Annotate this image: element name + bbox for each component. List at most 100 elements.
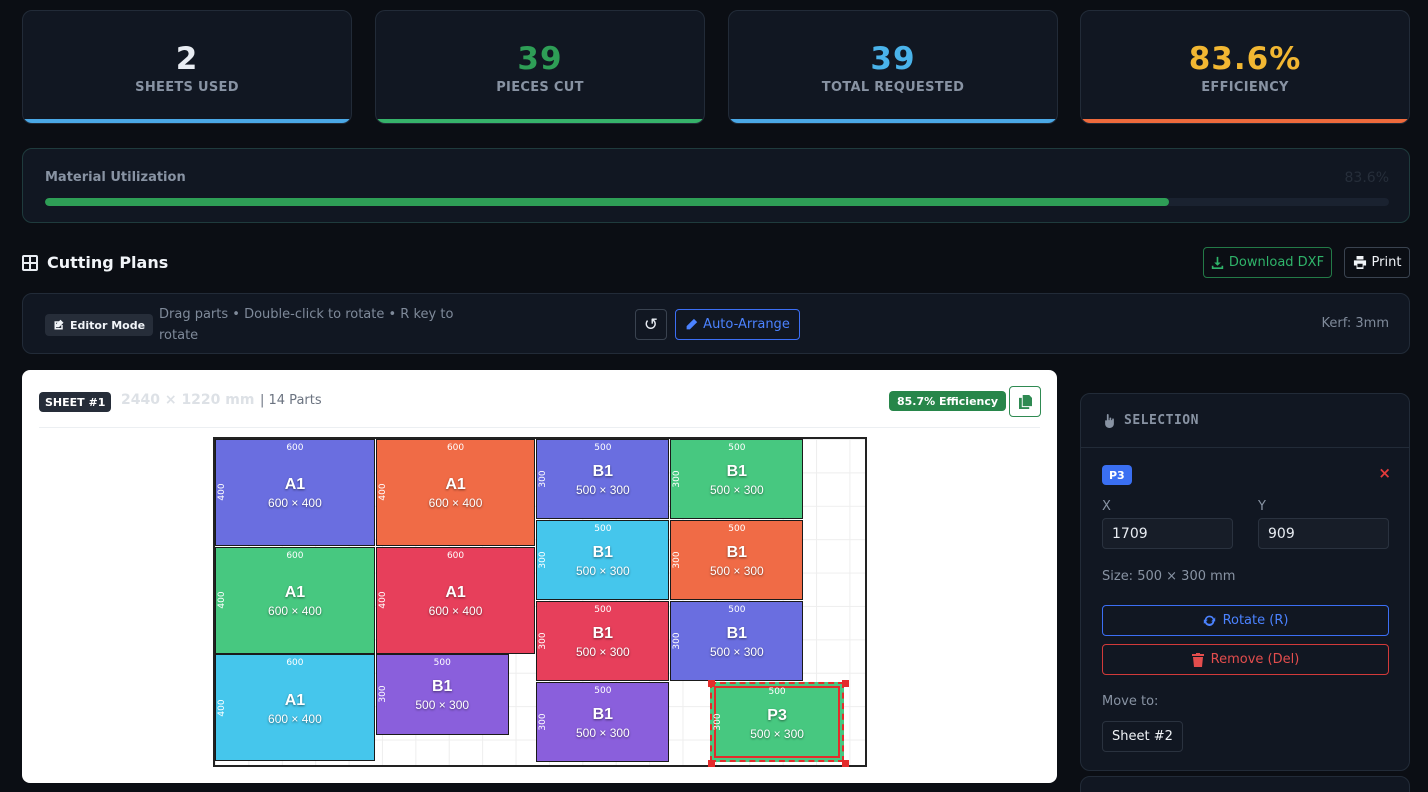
part-name: B1 xyxy=(592,463,614,481)
selected-part-size: Size: 500 × 300 mm xyxy=(1102,569,1236,584)
undo-button[interactable]: ↺ xyxy=(635,309,667,340)
sheet-part-count: | 14 Parts xyxy=(260,393,322,408)
pointer-hand-icon xyxy=(1105,413,1114,428)
close-icon[interactable]: × xyxy=(1378,464,1391,482)
kerf-label: Kerf: 3mm xyxy=(1321,316,1389,331)
print-button[interactable]: Print xyxy=(1344,247,1410,278)
part-size: 500 × 300 xyxy=(576,645,630,659)
part-name: B1 xyxy=(592,705,614,723)
trash-icon xyxy=(1191,652,1204,667)
printer-icon xyxy=(1353,256,1366,269)
edit-icon xyxy=(54,319,64,330)
part-a1[interactable]: 600 400 A1 600 × 400 xyxy=(215,654,375,762)
utilization-percent: 83.6% xyxy=(1344,170,1389,186)
pencil-icon xyxy=(686,318,698,330)
part-b1[interactable]: 500 300 B1 500 × 300 xyxy=(536,600,670,682)
part-width-label: 500 xyxy=(433,658,451,669)
stat-label: PIECES CUT xyxy=(496,80,584,95)
stat-card-total-requested: 39 TOTAL REQUESTED xyxy=(728,10,1058,124)
resize-handle[interactable] xyxy=(841,760,849,768)
sheet-efficiency-badge: 85.7% Efficiency xyxy=(889,391,1007,411)
part-width-label: 500 xyxy=(594,604,612,615)
part-size: 600 × 400 xyxy=(268,711,322,726)
download-dxf-button[interactable]: Download DXF xyxy=(1203,247,1332,278)
selection-title: SELECTION xyxy=(1124,413,1199,428)
part-size: 600 × 400 xyxy=(268,496,322,511)
auto-arrange-button[interactable]: Auto-Arrange xyxy=(675,309,800,340)
part-width-label: 600 xyxy=(286,550,304,561)
utilization-title: Material Utilization xyxy=(45,170,186,185)
part-name: B1 xyxy=(726,544,748,562)
selection-header: SELECTION xyxy=(1081,394,1409,448)
part-width-label: 500 xyxy=(728,604,746,615)
download-dxf-label: Download DXF xyxy=(1228,255,1325,270)
next-panel xyxy=(1080,776,1410,792)
editor-toolbar: Editor Mode Drag parts • Double-click to… xyxy=(22,293,1410,354)
editor-mode-badge: Editor Mode xyxy=(45,314,154,336)
stat-value: 2 xyxy=(175,41,199,77)
part-size: 500 × 300 xyxy=(576,483,630,498)
part-name: A1 xyxy=(445,476,466,494)
stat-accent-bar xyxy=(729,119,1057,123)
resize-handle[interactable] xyxy=(841,679,849,687)
rotate-button[interactable]: Rotate (R) xyxy=(1102,605,1389,636)
x-input[interactable] xyxy=(1102,518,1233,549)
part-size: 500 × 300 xyxy=(576,725,630,740)
resize-handle[interactable] xyxy=(708,679,716,687)
part-name: B1 xyxy=(431,678,453,696)
part-name: A1 xyxy=(284,691,306,709)
stat-accent-bar xyxy=(376,119,704,123)
part-width-label: 500 xyxy=(728,443,746,453)
part-size: 600 × 400 xyxy=(428,496,483,511)
part-size: 600 × 400 xyxy=(268,604,322,619)
material-utilization-card: Material Utilization 83.6% xyxy=(22,148,1410,223)
stat-value: 39 xyxy=(870,41,916,77)
stat-accent-bar xyxy=(23,119,351,123)
cutting-plans-header: Cutting Plans xyxy=(22,253,168,272)
sheet-board[interactable]: 600 400 A1 600 × 400 600 400 A1 600 × 400 600 400… xyxy=(213,437,867,768)
part-width-label: 600 xyxy=(286,658,304,669)
part-a1[interactable]: 600 400 A1 600 × 400 xyxy=(215,439,375,546)
remove-button[interactable]: Remove (Del) xyxy=(1102,644,1389,675)
part-b1[interactable]: 500 300 B1 500 × 300 xyxy=(670,519,804,601)
part-name: B1 xyxy=(726,463,748,481)
selection-panel: SELECTION P3 × X Y Size: 500 × 300 mm Ro… xyxy=(1080,393,1410,771)
rotate-label: Rotate (R) xyxy=(1222,613,1289,628)
x-label: X xyxy=(1102,499,1111,514)
part-b1[interactable]: 500 300 B1 500 × 300 xyxy=(670,600,804,682)
part-b1[interactable]: 500 300 B1 500 × 300 xyxy=(375,654,509,735)
stat-label: SHEETS USED xyxy=(135,80,239,95)
part-a1[interactable]: 600 400 A1 600 × 400 xyxy=(375,546,536,654)
grid-icon xyxy=(22,254,38,271)
part-size: 500 × 300 xyxy=(415,698,470,713)
part-a1[interactable]: 600 400 A1 600 × 400 xyxy=(375,439,536,546)
y-input[interactable] xyxy=(1258,518,1389,549)
selected-part-badge: P3 xyxy=(1102,465,1132,485)
sheet-card: SHEET #1 2440 × 1220 mm | 14 Parts 85.7%… xyxy=(22,370,1057,783)
stat-value: 83.6% xyxy=(1188,41,1302,77)
stat-accent-bar xyxy=(1081,119,1409,123)
part-width-label: 600 xyxy=(446,443,465,453)
stat-card-efficiency: 83.6% EFFICIENCY xyxy=(1080,10,1410,124)
selected-part-p3[interactable]: 500 300 P3 500 × 300 xyxy=(708,679,849,768)
part-b1[interactable]: 500 300 B1 500 × 300 xyxy=(536,519,670,601)
part-b1[interactable]: 500 300 B1 500 × 300 xyxy=(536,439,670,520)
rotate-icon xyxy=(1203,615,1215,626)
stat-label: TOTAL REQUESTED xyxy=(821,80,965,95)
move-to-label: Move to: xyxy=(1102,694,1159,709)
part-size: 500 × 300 xyxy=(750,726,804,741)
move-to-sheet-2-button[interactable]: Sheet #2 xyxy=(1102,721,1183,752)
copy-sheet-button[interactable] xyxy=(1009,386,1041,417)
stat-value: 39 xyxy=(517,41,563,77)
part-b1[interactable]: 500 300 B1 500 × 300 xyxy=(536,681,670,763)
resize-handle[interactable] xyxy=(708,760,716,768)
part-size: 500 × 300 xyxy=(576,564,630,579)
part-width-label: 500 xyxy=(768,686,786,697)
section-title: Cutting Plans xyxy=(47,253,169,272)
part-name: A1 xyxy=(284,584,306,602)
part-size: 500 × 300 xyxy=(710,483,764,498)
editor-mode-label: Editor Mode xyxy=(70,318,146,332)
part-name: B1 xyxy=(592,544,614,562)
part-a1[interactable]: 600 400 A1 600 × 400 xyxy=(215,546,375,654)
part-b1[interactable]: 500 300 B1 500 × 300 xyxy=(670,439,804,520)
